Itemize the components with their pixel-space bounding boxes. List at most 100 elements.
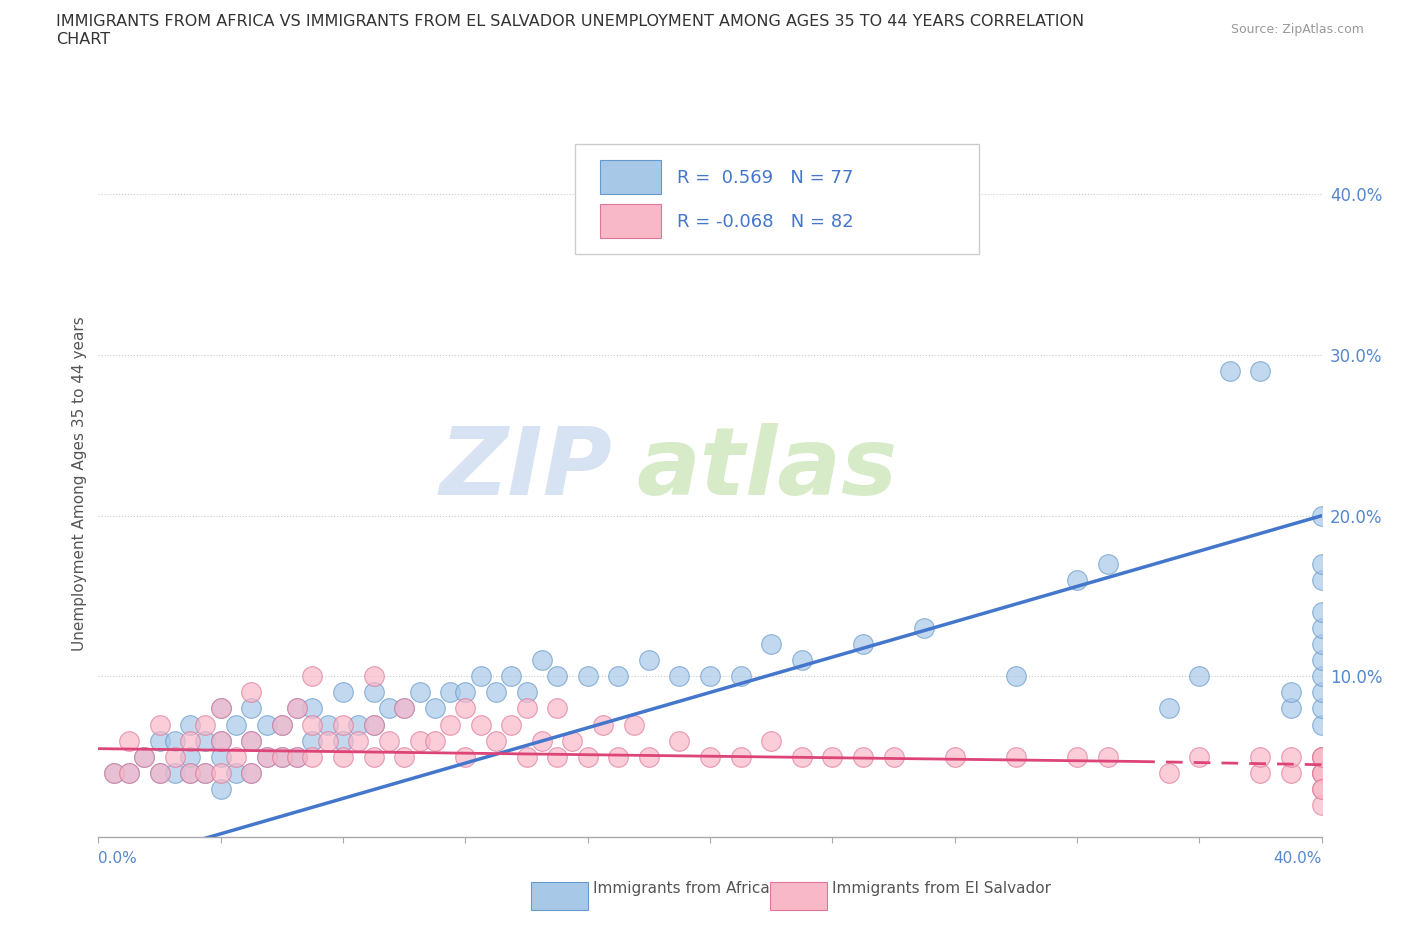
Point <box>163 765 186 780</box>
Point <box>1249 765 1271 780</box>
Point <box>516 750 538 764</box>
Point <box>470 669 492 684</box>
Point <box>209 750 232 764</box>
Point <box>316 717 339 732</box>
Point <box>1310 781 1333 796</box>
Point <box>546 669 568 684</box>
Point <box>454 685 477 700</box>
Point <box>1310 765 1333 780</box>
Point <box>1310 750 1333 764</box>
Point <box>1249 364 1271 379</box>
Point <box>163 750 186 764</box>
Point <box>392 701 416 716</box>
Point <box>883 750 905 764</box>
Point <box>1219 364 1241 379</box>
Point <box>668 669 690 684</box>
Point <box>423 733 446 748</box>
Point <box>194 765 217 780</box>
Point <box>607 669 630 684</box>
Point <box>454 701 477 716</box>
Point <box>759 637 782 652</box>
Point <box>408 685 430 700</box>
Text: IMMIGRANTS FROM AFRICA VS IMMIGRANTS FROM EL SALVADOR UNEMPLOYMENT AMONG AGES 35: IMMIGRANTS FROM AFRICA VS IMMIGRANTS FRO… <box>56 14 1084 29</box>
Point <box>1310 750 1333 764</box>
Point <box>209 781 232 796</box>
Point <box>179 765 201 780</box>
Point <box>285 701 308 716</box>
Point <box>852 750 875 764</box>
Text: CHART: CHART <box>56 32 110 46</box>
Point <box>194 765 217 780</box>
Point <box>240 765 263 780</box>
Point <box>699 669 721 684</box>
Point <box>576 750 599 764</box>
Point <box>1310 604 1333 619</box>
Point <box>699 750 721 764</box>
Point <box>179 750 201 764</box>
Point <box>546 701 568 716</box>
Point <box>134 750 156 764</box>
Point <box>1310 750 1333 764</box>
Point <box>485 685 508 700</box>
Point <box>501 669 523 684</box>
Point <box>301 717 323 732</box>
Point <box>363 669 385 684</box>
Point <box>1310 573 1333 588</box>
Point <box>103 765 125 780</box>
Point <box>730 669 752 684</box>
FancyBboxPatch shape <box>600 205 661 238</box>
Point <box>347 717 370 732</box>
Point <box>439 685 461 700</box>
Text: Immigrants from El Salvador: Immigrants from El Salvador <box>832 881 1052 896</box>
Point <box>301 750 323 764</box>
Point <box>1188 750 1211 764</box>
Text: Source: ZipAtlas.com: Source: ZipAtlas.com <box>1230 23 1364 36</box>
Point <box>1279 765 1302 780</box>
Point <box>592 717 614 732</box>
Point <box>270 717 292 732</box>
Point <box>392 701 416 716</box>
Point <box>179 717 201 732</box>
Point <box>1157 765 1180 780</box>
Point <box>1279 685 1302 700</box>
Point <box>270 750 292 764</box>
Point <box>240 733 263 748</box>
Point <box>240 765 263 780</box>
Point <box>149 733 172 748</box>
Point <box>1066 750 1088 764</box>
Point <box>423 701 446 716</box>
Point <box>209 765 232 780</box>
Point <box>209 733 232 748</box>
Point <box>285 701 308 716</box>
Point <box>454 750 477 764</box>
Point <box>530 653 553 668</box>
Point <box>149 765 172 780</box>
Point <box>332 685 354 700</box>
Point <box>301 701 323 716</box>
Point <box>256 717 278 732</box>
Point <box>332 717 354 732</box>
Point <box>943 750 966 764</box>
Point <box>240 701 263 716</box>
Point <box>623 717 645 732</box>
Point <box>163 733 186 748</box>
Point <box>516 701 538 716</box>
Point <box>363 717 385 732</box>
Point <box>363 750 385 764</box>
Point <box>1310 556 1333 571</box>
Point <box>607 750 630 764</box>
Point <box>209 733 232 748</box>
Text: ZIP: ZIP <box>439 423 612 515</box>
Point <box>637 750 661 764</box>
Point <box>730 750 752 764</box>
Point <box>1004 750 1026 764</box>
Point <box>501 717 523 732</box>
Point <box>1157 701 1180 716</box>
Point <box>1310 701 1333 716</box>
Point <box>285 750 308 764</box>
Point <box>1310 717 1333 732</box>
Point <box>240 733 263 748</box>
Point <box>225 750 247 764</box>
Text: atlas: atlas <box>637 423 898 515</box>
Y-axis label: Unemployment Among Ages 35 to 44 years: Unemployment Among Ages 35 to 44 years <box>72 316 87 651</box>
